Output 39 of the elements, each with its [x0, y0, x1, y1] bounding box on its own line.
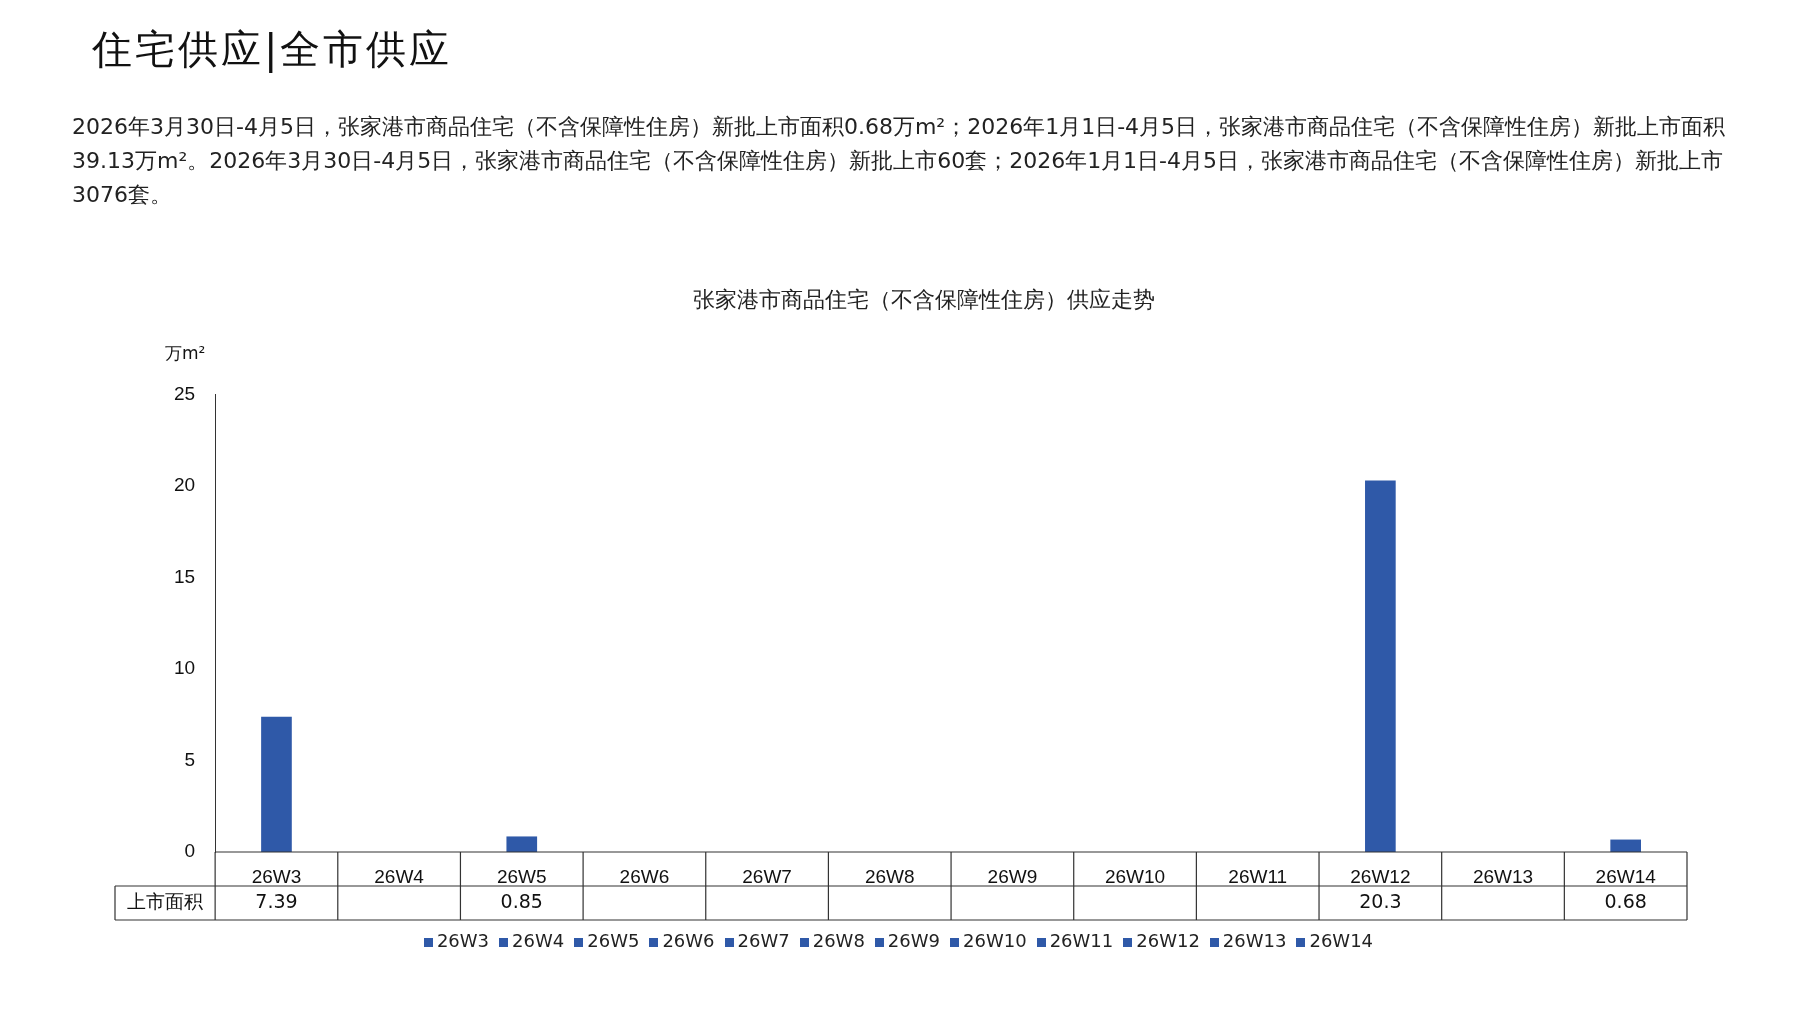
- x-tick-label: 26W14: [1595, 865, 1657, 887]
- text: 上市面积: [127, 889, 204, 912]
- data-label: 20.3: [1359, 889, 1402, 912]
- category-label: 26W8: [812, 930, 865, 951]
- category-label: 26W14: [1309, 930, 1374, 951]
- x-tick-label: 26W8: [864, 865, 915, 887]
- category-label: 26W5: [587, 930, 640, 951]
- x-tick-label: 26W4: [374, 865, 425, 887]
- x-tick-label: 26W3: [251, 865, 302, 887]
- y-tick-label: 15: [173, 565, 196, 587]
- category-label: 26W3: [436, 930, 490, 951]
- x-tick-label: 26W13: [1472, 865, 1534, 887]
- y-tick-label: 5: [184, 748, 196, 770]
- chart-title: 住宅供应|全市供应: [92, 25, 453, 75]
- y-tick-label: 10: [173, 657, 196, 679]
- x-tick-label: 26W7: [742, 865, 792, 887]
- data-label: 0.68: [1604, 889, 1647, 912]
- x-tick-label: 26W5: [496, 865, 547, 887]
- category-label: 26W12: [1136, 930, 1200, 951]
- category-label: 26W4: [512, 930, 565, 951]
- x-tick-label: 26W9: [987, 865, 1038, 887]
- category-label: 26W10: [963, 930, 1027, 951]
- x-tick-label: 26W11: [1228, 865, 1288, 887]
- text: 2026年3月30日-4月5日，张家港市商品住宅（不含保障性住房）新批上市面积0.68万m²；2026年1月1日-4月5日，张家港市商品住宅（不含保障性住房）新批上市面积39.13万m²。2026年3月30日-4月5日，张家港市商品住宅（不含保障性住房）新批上市60套；2026年1月1日-4月5日，张家港市商品住宅（不含保障性住房）新批上市3076套。: [72, 113, 1727, 209]
- data-label: 0.85: [500, 889, 543, 912]
- data-label: 7.39: [255, 889, 298, 912]
- x-tick-label: 26W6: [619, 865, 670, 887]
- category-label: 26W9: [887, 930, 941, 951]
- chart-subtitle: 张家港市商品住宅（不含保障性住房）供应走势: [692, 286, 1155, 312]
- category-label: 26W6: [662, 930, 715, 951]
- category-label: 26W13: [1222, 930, 1287, 951]
- y-tick-label: 0: [184, 840, 196, 862]
- x-tick-label: 26W12: [1350, 865, 1411, 887]
- y-axis-title: 万m²: [164, 342, 206, 363]
- category-label: 26W11: [1049, 930, 1114, 951]
- category-label: 26W7: [737, 930, 790, 951]
- y-tick-label: 20: [173, 474, 196, 496]
- y-tick-label: 25: [173, 382, 196, 404]
- x-tick-label: 26W10: [1104, 865, 1166, 887]
